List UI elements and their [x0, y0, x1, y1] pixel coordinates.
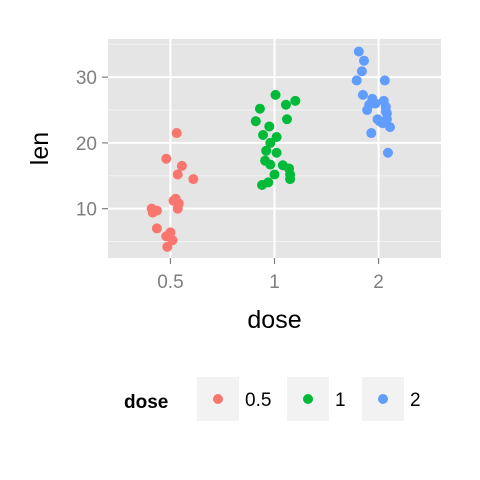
point-0-11 [147, 207, 158, 218]
point-1-10 [261, 145, 272, 156]
point-2-19 [366, 128, 377, 139]
x-axis-ticks: 0.5 1 2 [157, 258, 384, 293]
point-1-18 [285, 174, 296, 185]
legend-key-dot-0 [213, 394, 223, 404]
point-0-3 [172, 169, 183, 180]
point-1-20 [257, 180, 268, 190]
x-tick-label-1: 1 [269, 272, 280, 293]
y-tick-label-1: 20 [76, 134, 97, 155]
y-tick-label-0: 10 [76, 200, 97, 221]
point-1-17 [269, 169, 280, 180]
point-1-8 [271, 131, 282, 142]
point-1-0 [270, 89, 281, 100]
point-1-9 [265, 137, 276, 148]
point-2-4 [379, 75, 390, 86]
point-1-1 [290, 95, 301, 106]
point-1-6 [264, 121, 275, 132]
point-2-0 [353, 46, 364, 57]
point-0-1 [161, 153, 172, 164]
point-2-11 [362, 105, 373, 116]
y-axis-ticks: 10 20 30 [76, 68, 108, 221]
point-0-16 [162, 241, 173, 252]
point-2-2 [356, 66, 367, 77]
data-points [146, 46, 396, 252]
point-1-13 [265, 159, 276, 170]
legend-label-1: 1 [335, 390, 346, 411]
point-1-3 [254, 103, 265, 114]
point-0-8 [172, 203, 183, 214]
point-0-2 [176, 160, 187, 171]
point-2-20 [382, 147, 393, 158]
point-1-2 [280, 99, 291, 110]
point-0-12 [151, 223, 162, 234]
point-1-5 [281, 114, 292, 125]
point-1-4 [250, 116, 261, 127]
x-tick-label-0: 0.5 [157, 272, 183, 293]
point-2-1 [358, 55, 369, 66]
x-tick-label-2: 2 [373, 272, 384, 293]
point-2-5 [357, 89, 368, 100]
point-2-18 [385, 122, 396, 133]
legend-label-0: 0.5 [245, 390, 271, 411]
y-tick-label-2: 30 [76, 68, 97, 89]
x-axis-title: dose [247, 306, 301, 334]
point-2-3 [351, 75, 362, 86]
legend-items: 0.5 1 2 [197, 377, 421, 421]
point-1-11 [271, 147, 282, 158]
legend-label-2: 2 [410, 390, 421, 411]
legend-title: dose [124, 392, 168, 413]
y-axis-title: len [26, 132, 54, 165]
legend-key-dot-2 [378, 394, 388, 404]
point-1-7 [258, 130, 269, 141]
point-0-0 [171, 128, 182, 139]
legend: dose 0.5 1 2 [124, 377, 421, 421]
legend-key-dot-1 [303, 394, 313, 404]
point-0-4 [188, 174, 199, 185]
